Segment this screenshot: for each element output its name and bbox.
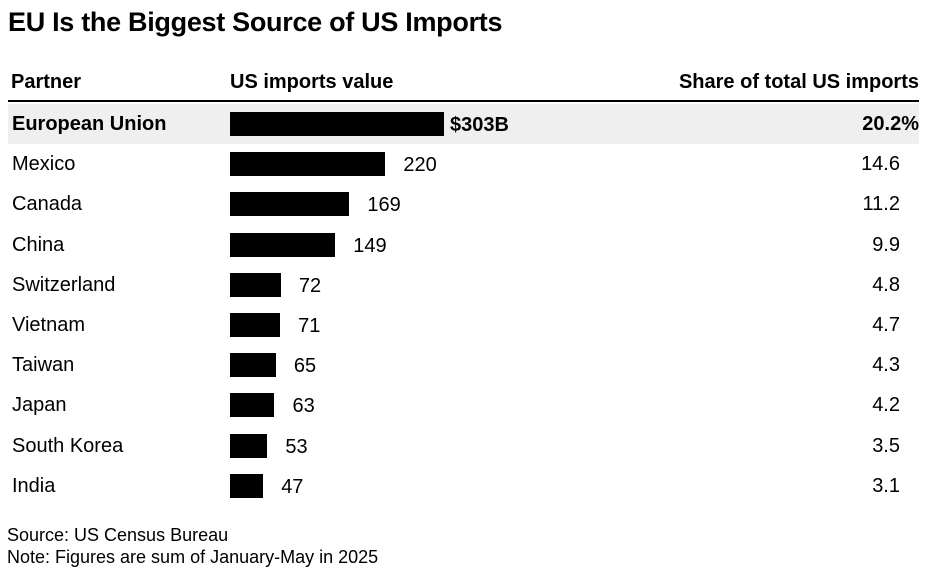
table-row: Japan 63 4.2 [8, 385, 919, 425]
share-label: 4.8 [872, 273, 900, 296]
partner-label: Switzerland [12, 273, 116, 296]
table-row: Vietnam 71 4.7 [8, 305, 919, 345]
imports-bar [230, 152, 386, 177]
chart-title: EU Is the Biggest Source of US Imports [8, 7, 503, 37]
table-row: India 47 3.1 [8, 466, 919, 506]
share-label: 3.5 [872, 434, 900, 457]
imports-value-label: 53 [285, 435, 308, 458]
imports-bar [230, 232, 336, 257]
share-label: 14.6 [861, 153, 900, 176]
share-label: 4.7 [872, 314, 900, 336]
bar-table: European Union $303B 20.2% Mexico 220 14.6 Can… [0, 104, 926, 506]
imports-value-label: $303B [450, 114, 509, 136]
table-row: China 149 9.9 [8, 225, 919, 265]
imports-bar [230, 353, 276, 378]
header-divider [8, 100, 919, 102]
imports-bar [230, 433, 268, 458]
footnote: Note: Figures are sum of January-May in … [7, 547, 379, 567]
imports-value-label: 63 [292, 395, 315, 418]
imports-value-label: 47 [281, 475, 304, 498]
imports-bar [230, 192, 350, 217]
share-label: 9.9 [872, 233, 900, 256]
share-label: 4.2 [872, 394, 900, 417]
share-label: 4.3 [872, 354, 900, 377]
partner-label: Japan [12, 394, 67, 417]
imports-value-label: 220 [403, 154, 437, 177]
partner-label: Taiwan [12, 354, 75, 377]
partner-label: Mexico [12, 153, 76, 176]
partner-label: India [12, 474, 56, 497]
partner-label: Vietnam [12, 314, 86, 336]
imports-value-label: 169 [367, 194, 401, 217]
imports-bar [230, 313, 281, 337]
partner-label: China [12, 233, 65, 256]
table-row: Canada 169 11.2 [8, 184, 919, 224]
imports-bar [230, 393, 275, 418]
share-label: 11.2 [862, 193, 900, 216]
imports-value-label: 65 [293, 355, 317, 378]
column-header-imports-value: US imports value [230, 71, 394, 93]
column-header-partner: Partner [11, 71, 82, 93]
table-row: Taiwan 65 4.3 [8, 345, 919, 385]
partner-label: European Union [12, 113, 167, 135]
imports-bar [230, 112, 444, 136]
imports-value-label: 72 [298, 274, 322, 297]
share-label: 3.1 [872, 474, 900, 497]
imports-bar [230, 272, 281, 297]
column-header-share: Share of total US imports [678, 71, 919, 93]
table-row: South Korea 53 3.5 [8, 426, 919, 466]
table-row: European Union $303B 20.2% [8, 104, 919, 144]
share-label: 20.2% [862, 113, 919, 135]
imports-bar [230, 473, 264, 498]
source-note: Source: US Census Bureau [7, 525, 229, 545]
imports-value-label: 149 [353, 234, 387, 257]
partner-label: Canada [12, 193, 83, 216]
table-row: Mexico 220 14.6 [8, 144, 919, 184]
partner-label: South Korea [12, 434, 124, 457]
table-row: Switzerland 72 4.8 [8, 265, 919, 305]
imports-value-label: 71 [298, 315, 321, 337]
